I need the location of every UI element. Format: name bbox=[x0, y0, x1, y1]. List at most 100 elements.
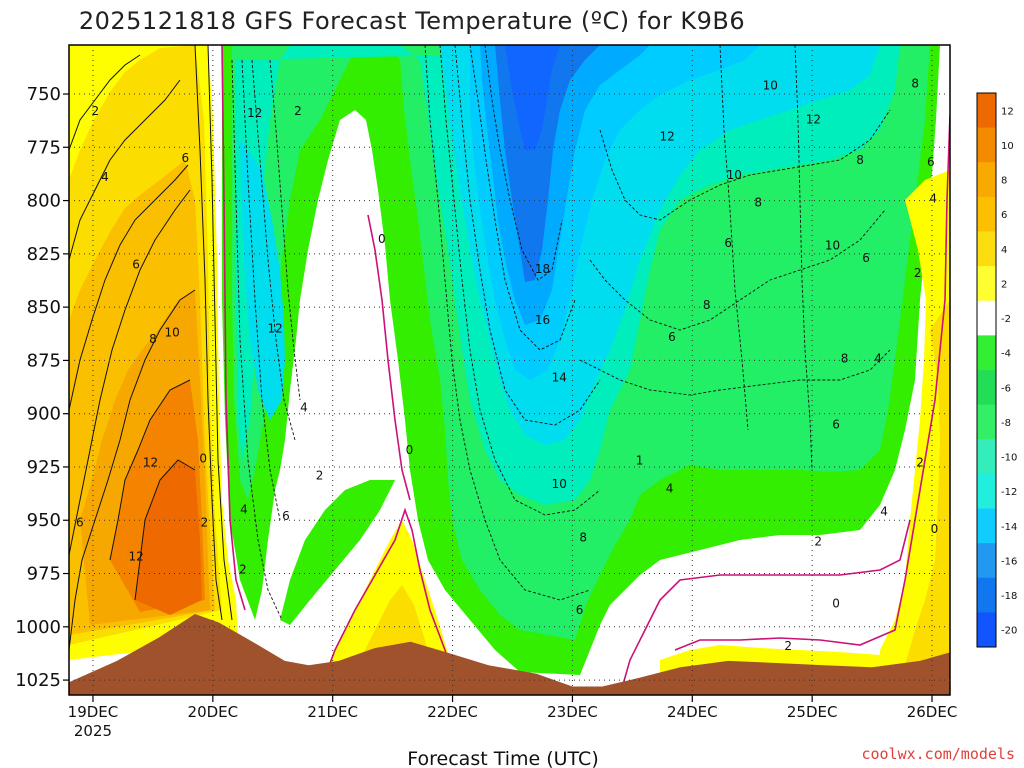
colorbar-tick-label: 8 bbox=[1001, 176, 1007, 187]
contour-line bbox=[719, 45, 749, 431]
colorbar-segment bbox=[977, 162, 996, 198]
colorbar-tick-label: -4 bbox=[1001, 349, 1011, 360]
contour-label-bg bbox=[971, 651, 984, 665]
y-tick-label: 750 bbox=[27, 84, 61, 105]
zero-contour-line bbox=[221, 45, 246, 611]
contour-label: 0 bbox=[378, 232, 386, 246]
x-tick-label: 23DEC bbox=[547, 703, 598, 721]
green-tongue-right bbox=[280, 480, 395, 625]
x-tick-label: 24DEC bbox=[667, 703, 718, 721]
contour-label: 0 bbox=[832, 596, 840, 610]
colorbar-segment bbox=[977, 127, 996, 163]
contour-label: 6 bbox=[576, 603, 584, 617]
colorbar-tick-label: -2 bbox=[1001, 314, 1011, 325]
contour-line bbox=[134, 459, 196, 601]
contour-label: 10 bbox=[164, 326, 179, 340]
contour-label: 12 bbox=[268, 321, 283, 335]
y-tick-label: 975 bbox=[27, 564, 61, 585]
cold-band-12-left bbox=[240, 140, 285, 420]
colorbar-tick-label: 4 bbox=[1001, 245, 1007, 256]
colorbar-segment bbox=[977, 231, 996, 267]
x-axis-label: Forecast Time (UTC) bbox=[407, 748, 598, 768]
contour-line bbox=[194, 45, 223, 621]
y-tick-label: 1000 bbox=[15, 617, 61, 638]
colorbar-tick-label: -8 bbox=[1001, 418, 1011, 429]
contour-label: 2 bbox=[294, 104, 302, 118]
colorbar-tick-label: 2 bbox=[1001, 279, 1007, 290]
contour-label: 10 bbox=[825, 238, 840, 252]
contour-label: 10 bbox=[763, 78, 778, 92]
contour-label: 4 bbox=[874, 351, 882, 365]
x-tick-label: 22DEC bbox=[427, 703, 478, 721]
contour-label: 10 bbox=[552, 477, 567, 491]
y-tick-label: 900 bbox=[27, 404, 61, 425]
contour-label: 8 bbox=[841, 351, 849, 365]
x-tick-label: 21DEC bbox=[307, 703, 358, 721]
contour-label: 4 bbox=[240, 503, 248, 517]
contour-label: 16 bbox=[535, 313, 550, 327]
contour-label: 6 bbox=[181, 151, 189, 165]
contour-label: 12 bbox=[143, 456, 158, 470]
y-tick-label: 925 bbox=[27, 457, 61, 478]
contour-line bbox=[269, 59, 301, 401]
contour-label: 6 bbox=[862, 251, 870, 265]
y-tick-label: 825 bbox=[27, 244, 61, 265]
contour-line bbox=[231, 59, 283, 621]
colorbar-segment bbox=[977, 404, 996, 440]
contour-label: 2 bbox=[914, 266, 922, 280]
colorbar-tick-label: 12 bbox=[1001, 106, 1014, 117]
contour-label: 4 bbox=[974, 652, 982, 666]
colorbar-frame bbox=[976, 92, 997, 648]
contour-line bbox=[469, 45, 576, 351]
contour-label: 8 bbox=[579, 530, 587, 544]
contour-label: 18 bbox=[535, 262, 550, 276]
colorbar-tick-label: 6 bbox=[1001, 210, 1007, 221]
contour-label: 12 bbox=[247, 106, 262, 120]
credit-text[interactable]: coolwx.com/models bbox=[861, 745, 1015, 763]
x-tick-label: 20DEC bbox=[188, 703, 239, 721]
contour-label: 4 bbox=[929, 191, 937, 205]
contour-line bbox=[251, 59, 296, 441]
contour-line bbox=[439, 45, 601, 516]
colorbar-segment bbox=[977, 300, 996, 336]
colorbar-tick-label: 10 bbox=[1001, 141, 1014, 152]
contour-line bbox=[69, 164, 189, 411]
contour-label: 2 bbox=[814, 535, 822, 549]
contour-line bbox=[69, 79, 181, 261]
chart-title: 2025121818 GFS Forecast Temperature (ºC)… bbox=[79, 7, 745, 35]
cold-contour-lines bbox=[231, 45, 891, 621]
colorbar-tick-label: -10 bbox=[1001, 453, 1017, 464]
contour-label: 8 bbox=[856, 153, 864, 167]
contour-line bbox=[484, 45, 563, 281]
contour-line bbox=[454, 45, 601, 426]
contour-label: 4 bbox=[880, 505, 888, 519]
warm-contour-lines bbox=[69, 45, 233, 651]
x-year-label: 2025 bbox=[74, 722, 112, 740]
y-tick-label: 850 bbox=[27, 297, 61, 318]
contour-line bbox=[579, 349, 891, 396]
contour-label: 2 bbox=[92, 104, 100, 118]
contour-label: 0 bbox=[931, 522, 939, 536]
contour-label: 6 bbox=[132, 258, 140, 272]
colorbar-segment bbox=[977, 577, 996, 613]
y-tick-label: 775 bbox=[27, 137, 61, 158]
right-warm-band-2 bbox=[880, 170, 950, 695]
contour-label: 0 bbox=[406, 443, 414, 457]
contour-label: 4 bbox=[300, 400, 308, 414]
colorbar-tick-label: -12 bbox=[1001, 487, 1017, 498]
contour-label: 6 bbox=[668, 330, 676, 344]
colorbar-tick-label: -20 bbox=[1001, 626, 1017, 637]
zero-contour-line bbox=[619, 519, 911, 695]
colorbar-segment bbox=[977, 473, 996, 509]
contour-line bbox=[599, 109, 891, 221]
colorbar-segment bbox=[977, 93, 996, 129]
colorbar-segment bbox=[977, 370, 996, 406]
contour-line bbox=[69, 54, 141, 151]
contour-label: 6 bbox=[832, 417, 840, 431]
contour-label: 10 bbox=[727, 168, 742, 182]
warm-band-12 bbox=[135, 460, 202, 615]
colorbar-tick-label: -16 bbox=[1001, 556, 1017, 567]
